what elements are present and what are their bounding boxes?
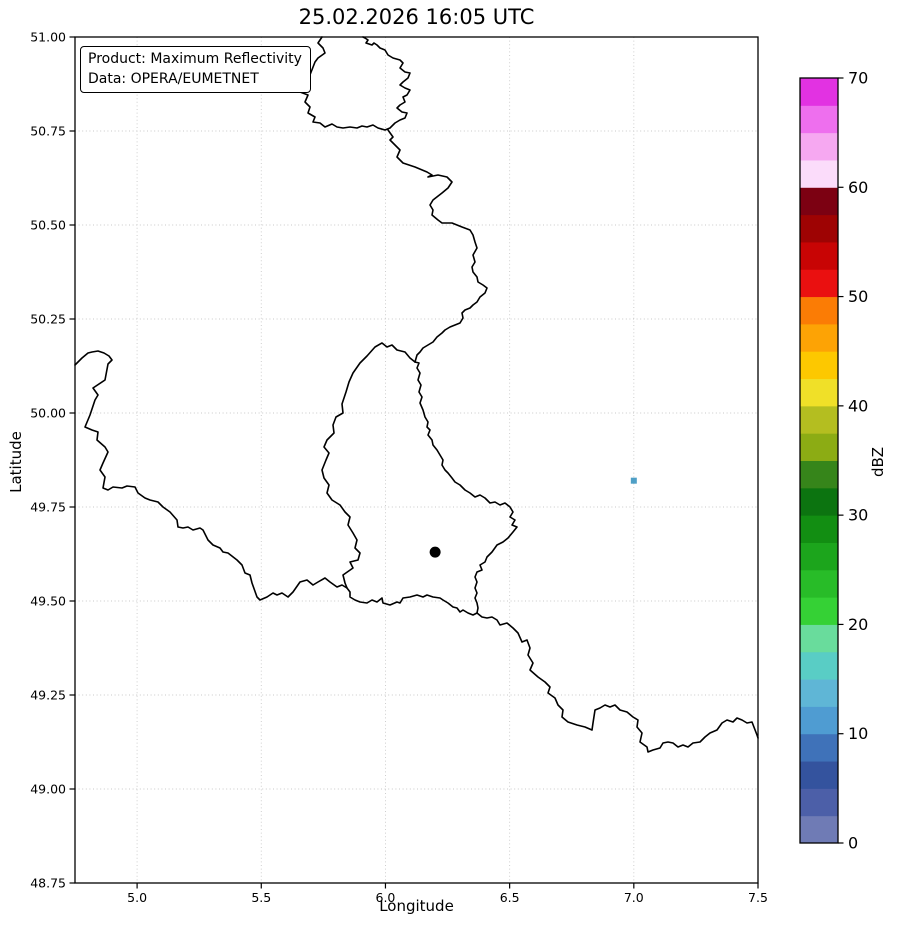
colorbar-segment: [800, 706, 838, 735]
radar-echo-pixel: [630, 477, 637, 484]
annotation-box: Product: Maximum Reflectivity Data: OPER…: [80, 46, 311, 93]
colorbar-segment: [800, 323, 838, 352]
y-tick-label: 49.50: [30, 594, 66, 609]
colorbar-segment: [800, 815, 838, 844]
x-tick-label: 5.5: [251, 890, 271, 905]
x-tick-label: 6.0: [376, 890, 396, 905]
y-tick-label: 49.00: [30, 782, 66, 797]
colorbar-outline: [799, 77, 839, 844]
colorbar-segment: [800, 78, 838, 106]
colorbar-segment: [800, 733, 838, 762]
colorbar-segment: [800, 515, 838, 543]
colorbar-segment: [800, 405, 838, 434]
border-fr_be: [74, 350, 348, 601]
x-tick-label: 6.5: [500, 890, 520, 905]
x-tick-label: 7.0: [624, 890, 644, 905]
border-be_de: [387, 129, 488, 363]
colorbar-segment: [800, 433, 838, 461]
annotation-source-line: Data: OPERA/EUMETNET: [88, 71, 259, 87]
colorbar-segment: [800, 132, 838, 161]
colorbar-segment: [800, 569, 838, 598]
colorbar-segment: [800, 487, 838, 516]
colorbar-segment: [800, 269, 838, 298]
colorbar-segment: [800, 105, 838, 134]
y-tick-label: 49.75: [30, 500, 66, 515]
colorbar-segment: [800, 187, 838, 216]
colorbar-segment: [800, 542, 838, 571]
x-axis-label: Longitude: [379, 897, 454, 915]
annotation-product-line: Product: Maximum Reflectivity: [88, 51, 302, 67]
colorbar-segment: [800, 597, 838, 625]
colorbar-tick-label: 20: [848, 615, 868, 634]
figure-title: 25.02.2026 16:05 UTC: [298, 5, 535, 29]
border-fr_de: [476, 612, 759, 753]
plot-frame: [74, 36, 759, 884]
colorbar-tick-label: 40: [848, 396, 868, 415]
y-tick-label: 49.25: [30, 688, 66, 703]
colorbar-tick-label: 50: [848, 287, 868, 306]
colorbar-tick-label: 70: [848, 69, 868, 88]
border-lu_be: [321, 342, 416, 589]
colorbar-tick-label: 10: [848, 724, 868, 743]
y-tick-label: 50.25: [30, 312, 66, 327]
colorbar-tick-label: 30: [848, 506, 868, 525]
colorbar-segment: [800, 460, 838, 489]
y-tick-label: 50.50: [30, 218, 66, 233]
colorbar-label: dBZ: [869, 446, 887, 478]
colorbar-segment: [800, 788, 838, 817]
border-lu_de: [414, 361, 518, 614]
colorbar-tick-label: 0: [848, 834, 858, 853]
y-tick-label: 51.00: [30, 30, 66, 45]
y-tick-label: 48.75: [30, 876, 66, 891]
y-tick-label: 50.00: [30, 406, 66, 421]
x-tick-label: 5.0: [127, 890, 147, 905]
border-nl_be_de_pocket: [299, 36, 411, 131]
colorbar-segment: [800, 351, 838, 380]
colorbar-tick-label: 60: [848, 178, 868, 197]
colorbar-segment: [800, 679, 838, 707]
y-tick-label: 50.75: [30, 124, 66, 139]
colorbar-segment: [800, 624, 838, 653]
border-lu_fr: [346, 587, 478, 616]
y-axis-label: Latitude: [7, 431, 25, 493]
colorbar-segment: [800, 241, 838, 270]
colorbar-segment: [800, 159, 838, 188]
colorbar-segment: [800, 296, 838, 325]
station-marker: [429, 546, 441, 558]
colorbar-segment: [800, 651, 838, 680]
x-tick-label: 7.5: [748, 890, 768, 905]
colorbar-segment: [800, 761, 838, 789]
colorbar-segment: [800, 214, 838, 243]
colorbar-segment: [800, 378, 838, 407]
